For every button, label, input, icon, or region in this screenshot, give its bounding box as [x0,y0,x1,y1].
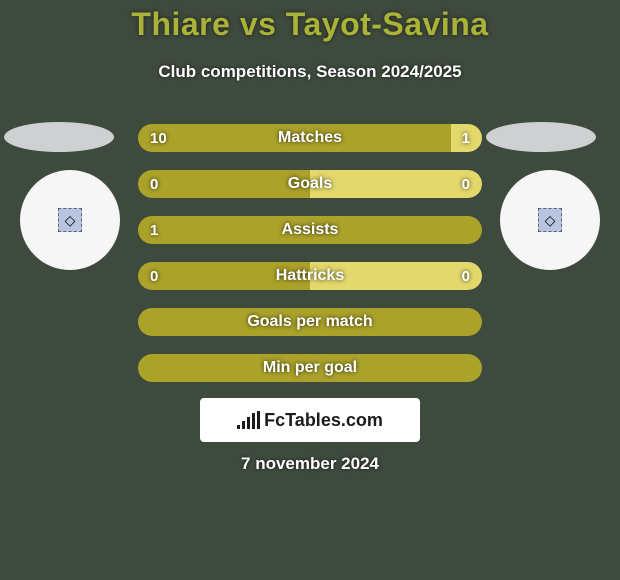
stat-bar-row: Assists1 [138,216,482,244]
club-crest-left-icon: ◇ [58,208,82,232]
stat-bars: Matches101 Goals00 Assists1 Hattricks00 Goal… [138,124,482,400]
stat-bar-row: Matches101 [138,124,482,152]
flag-left [4,122,114,152]
subtitle: Club competitions, Season 2024/2025 [0,62,620,82]
flag-right [486,122,596,152]
player-badge-left: ◇ [20,170,120,270]
brand-logo: FcTables.com [200,398,420,442]
stat-bar-row: Goals per match [138,308,482,336]
stat-bar-row: Min per goal [138,354,482,382]
signal-icon [237,411,260,429]
comparison-canvas: Thiare vs Tayot-Savina Club competitions… [0,0,620,580]
brand-text: FcTables.com [264,410,383,431]
stat-bar-row: Hattricks00 [138,262,482,290]
title: Thiare vs Tayot-Savina [0,6,620,43]
date: 7 november 2024 [0,454,620,474]
player-badge-right: ◇ [500,170,600,270]
club-crest-right-icon: ◇ [538,208,562,232]
stat-bar-row: Goals00 [138,170,482,198]
